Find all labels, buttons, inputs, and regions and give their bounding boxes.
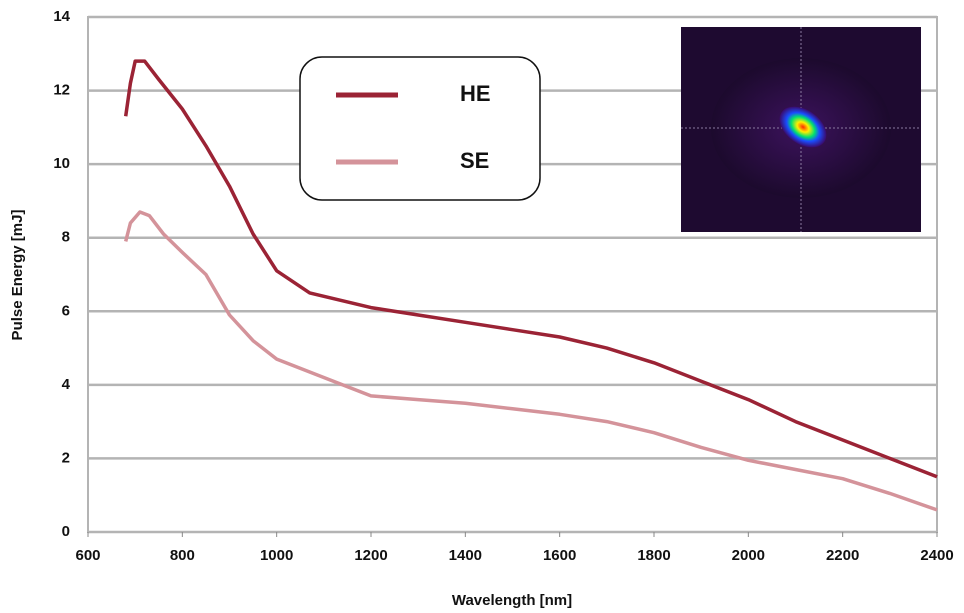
x-tick-label: 2200: [826, 547, 859, 564]
y-tick-label: 12: [53, 82, 70, 99]
x-tick-label: 2000: [732, 547, 765, 564]
y-tick-label: 8: [62, 229, 70, 246]
beam-profile-inset: [681, 27, 921, 232]
y-tick-label: 10: [53, 155, 70, 172]
legend-label: SE: [460, 148, 489, 173]
x-tick-label: 800: [170, 547, 195, 564]
legend: [300, 57, 540, 200]
legend-box: [300, 57, 540, 200]
y-tick-label: 14: [53, 8, 70, 25]
series-line: [126, 212, 937, 510]
y-tick-label: 6: [62, 302, 70, 319]
x-axis-label: Wavelength [nm]: [452, 592, 572, 609]
y-axis-label: Pulse Energy [mJ]: [9, 210, 26, 341]
x-tick-label: 2400: [920, 547, 953, 564]
x-tick-label: 1200: [354, 547, 387, 564]
page: {"chart_data": {"type": "line", "x_label…: [0, 0, 964, 613]
x-tick-label: 1000: [260, 547, 293, 564]
x-tick-label: 600: [75, 547, 100, 564]
legend-label: HE: [460, 81, 491, 106]
y-tick-label: 4: [62, 376, 71, 393]
y-tick-label: 2: [62, 449, 70, 466]
x-tick-label: 1400: [449, 547, 482, 564]
y-tick-label: 0: [62, 523, 70, 540]
chart: Wavelength [nm] Pulse Energy [mJ] 0 2 4 6 8 1…: [0, 0, 964, 613]
x-tick-label: 1800: [637, 547, 670, 564]
x-tick-label: 1600: [543, 547, 576, 564]
